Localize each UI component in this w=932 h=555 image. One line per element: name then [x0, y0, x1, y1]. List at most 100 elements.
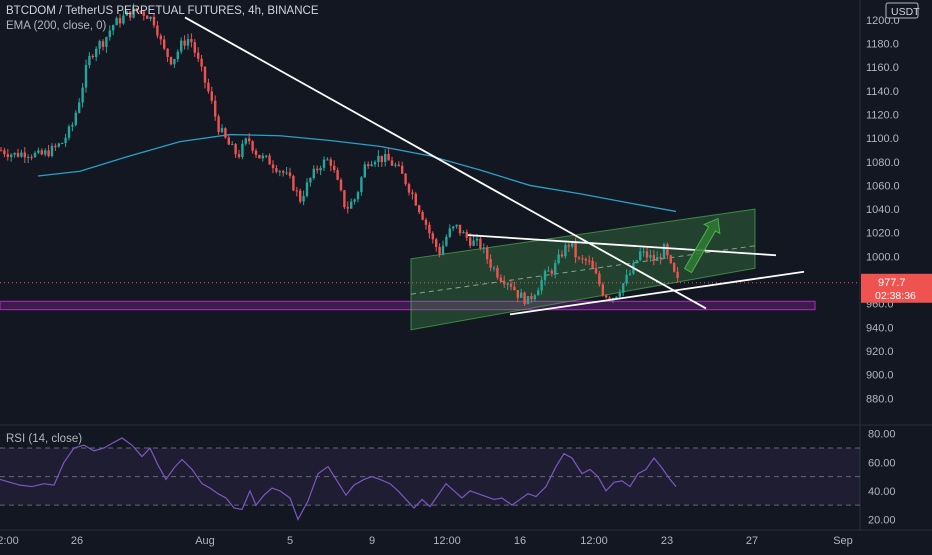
candle-up — [356, 192, 360, 200]
projection-arrow — [683, 217, 721, 274]
candle-down — [418, 205, 421, 213]
candle-down — [380, 155, 383, 162]
candle-up — [547, 270, 550, 272]
candle-up — [105, 37, 108, 47]
candle-down — [469, 237, 472, 246]
candle-down — [584, 258, 587, 261]
candle-up — [67, 126, 71, 138]
candle-down — [367, 164, 370, 167]
candle-up — [326, 159, 329, 161]
candle-down — [288, 172, 292, 176]
candle-down — [503, 281, 506, 285]
candle-up — [265, 155, 268, 157]
candle-down — [47, 150, 50, 157]
candle-down — [390, 160, 394, 166]
time-axis[interactable]: 2:00 26 Aug 5 9 12:00 16 12:00 23 27 Sep — [0, 535, 853, 547]
price-tick-label: 1080.0 — [866, 157, 900, 169]
candle-down — [23, 152, 26, 158]
candle-down — [197, 52, 200, 59]
candle-down — [254, 150, 258, 155]
candle-up — [71, 124, 74, 127]
candle-up — [360, 177, 363, 193]
candle-down — [166, 48, 169, 57]
candle-down — [146, 15, 149, 19]
candle-up — [520, 292, 523, 298]
candle-down — [401, 165, 404, 174]
candle-up — [112, 25, 115, 31]
candle-down — [329, 159, 332, 166]
candle-up — [61, 143, 64, 145]
price-tick-label: 1140.0 — [866, 86, 899, 98]
candle-down — [652, 255, 655, 261]
candle-down — [210, 91, 213, 101]
candle-down — [489, 259, 492, 268]
price-tick-label: 900.0 — [866, 370, 894, 382]
channel-body[interactable] — [410, 208, 756, 331]
candle-up — [231, 144, 234, 146]
candle-up — [642, 251, 645, 253]
candle-up — [10, 154, 13, 158]
rising-channel — [410, 208, 756, 331]
candle-down — [227, 137, 230, 145]
candle-up — [309, 177, 312, 183]
trend-line-1[interactable] — [184, 16, 707, 310]
price-tick-label: 1060.0 — [866, 180, 900, 192]
candle-up — [571, 242, 574, 247]
price-tick-label: 940.0 — [866, 322, 894, 334]
price-axis[interactable]: 1200.01180.01160.01140.01120.01100.01080… — [861, 2, 932, 526]
candle-down — [435, 239, 438, 248]
candle-up — [441, 245, 445, 255]
candle-up — [615, 296, 618, 299]
candle-down — [214, 100, 217, 117]
ema-legend[interactable]: EMA (200, close, 0) — [6, 20, 106, 32]
candle-up — [554, 263, 557, 274]
candle-down — [251, 141, 254, 151]
candle-down — [54, 145, 57, 147]
candle-down — [530, 296, 533, 300]
candle-up — [261, 155, 264, 159]
time-tick-label: 23 — [661, 535, 673, 547]
candle-up — [312, 168, 315, 178]
candle-up — [649, 255, 652, 258]
candle-down — [6, 154, 9, 158]
candle-down — [159, 35, 162, 40]
rsi-legend[interactable]: RSI (14, close) — [6, 433, 82, 445]
price-tick-label: 1160.0 — [866, 62, 899, 74]
candle-down — [509, 283, 513, 287]
up-arrow-icon[interactable] — [683, 217, 721, 274]
candle-down — [411, 192, 414, 194]
candle-up — [656, 257, 659, 261]
trend-line-2[interactable] — [467, 234, 777, 257]
candle-up — [241, 143, 244, 157]
candle-up — [394, 164, 397, 166]
candle-down — [560, 254, 564, 257]
candle-up — [285, 172, 288, 174]
support-zone-rect[interactable] — [0, 300, 816, 311]
candle-down — [190, 39, 193, 43]
candle-down — [588, 260, 591, 262]
candle-down — [431, 233, 434, 240]
candle-down — [387, 153, 390, 161]
candle-down — [421, 212, 424, 220]
currency-badge-label: USDT — [891, 6, 920, 18]
candle-up — [81, 87, 84, 103]
chart-title[interactable]: BTCDOM / TetherUS PERPETUAL FUTURES, 4h,… — [6, 5, 319, 17]
candle-up — [122, 15, 125, 24]
candle-down — [282, 171, 285, 173]
candle-up — [662, 244, 666, 259]
currency-badge[interactable] — [885, 2, 919, 19]
candle-down — [645, 251, 649, 258]
candle-up — [639, 251, 642, 261]
candle-down — [339, 179, 343, 191]
trend-line-3[interactable] — [509, 270, 805, 316]
candle-down — [336, 170, 339, 180]
candle-up — [37, 150, 40, 153]
candle-down — [601, 284, 604, 296]
candle-up — [448, 228, 451, 237]
candle-down — [513, 286, 516, 291]
last-price-badge[interactable] — [861, 273, 932, 303]
candle-down — [0, 150, 3, 152]
candle-down — [224, 128, 227, 138]
